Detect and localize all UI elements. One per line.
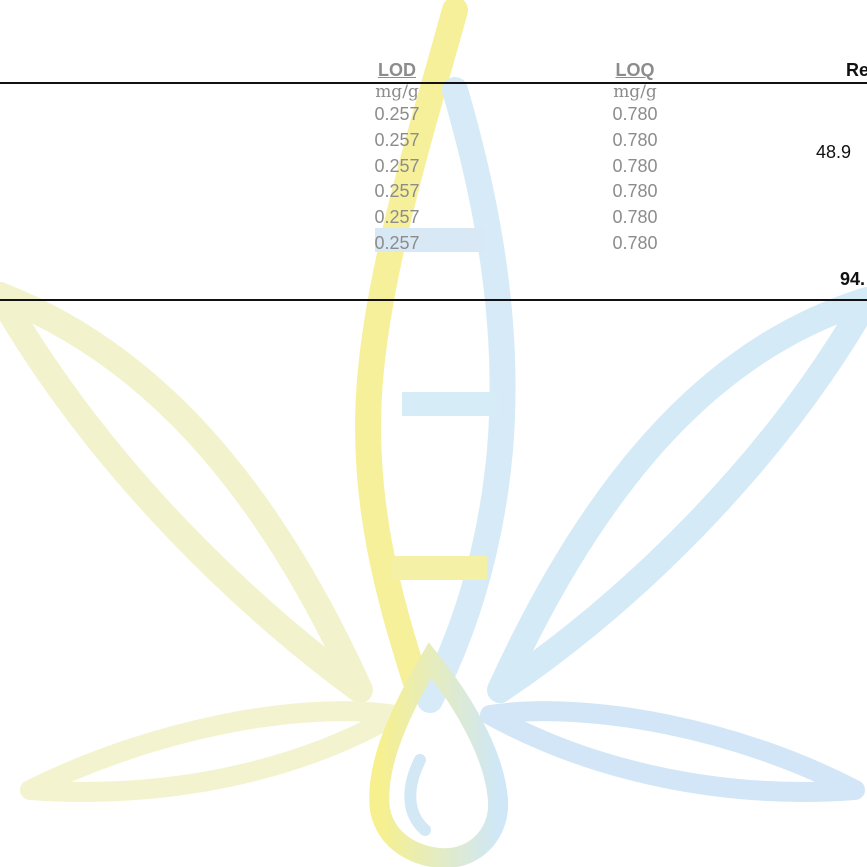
lod-cell: 0.257 <box>374 207 420 228</box>
result-total: 94. <box>840 269 866 289</box>
lod-cell: 0.257 <box>374 232 420 253</box>
loq-unit: mg/g <box>613 82 657 102</box>
lod-column: LOD mg/g 0.257 0.257 0.257 0.257 0.257 0… <box>337 58 457 257</box>
lod-header: LOD <box>378 60 416 80</box>
loq-cell: 0.780 <box>612 104 658 124</box>
total-rule <box>0 299 867 301</box>
lod-unit: mg/g <box>375 82 419 102</box>
result-value: 48.9 <box>816 142 852 162</box>
lod-cell: 0.257 <box>374 104 420 124</box>
lod-cell: 0.257 <box>374 181 420 202</box>
loq-cell: 0.780 <box>612 181 658 202</box>
result-column: Re 48.9 94. <box>800 58 867 289</box>
header-rule <box>0 82 867 84</box>
loq-column: LOQ mg/g 0.780 0.780 0.780 0.780 0.780 0… <box>575 58 695 257</box>
loq-header: LOQ <box>615 60 655 80</box>
lod-cell: 0.257 <box>374 129 420 150</box>
loq-cell: 0.780 <box>612 207 658 228</box>
result-header: Re <box>846 60 867 80</box>
loq-cell: 0.780 <box>612 232 658 253</box>
loq-cell: 0.780 <box>612 155 658 176</box>
loq-cell: 0.780 <box>612 129 658 150</box>
lod-cell: 0.257 <box>374 155 420 176</box>
results-table: LOD mg/g 0.257 0.257 0.257 0.257 0.257 0… <box>0 0 867 310</box>
